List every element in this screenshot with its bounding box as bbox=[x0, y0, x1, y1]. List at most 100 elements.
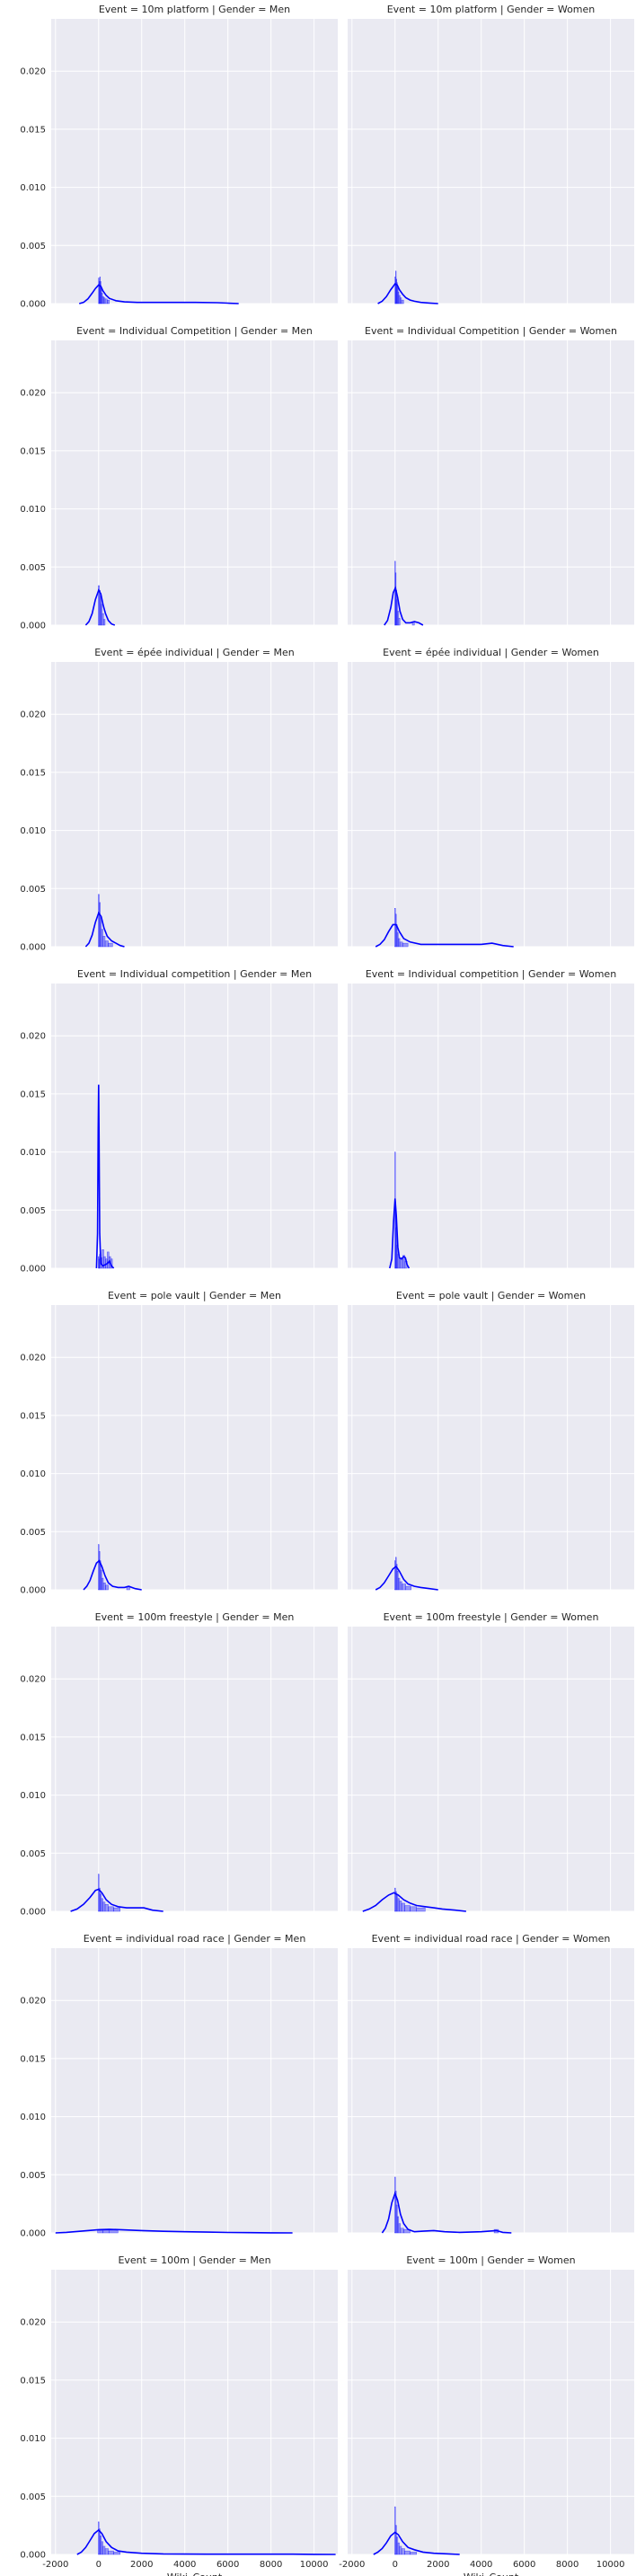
panel-background bbox=[348, 340, 634, 625]
kde-line bbox=[95, 1084, 115, 1269]
x-tick-label: 6000 bbox=[216, 2560, 239, 2570]
facet-panel: Event = individual road race | Gender = … bbox=[20, 1933, 338, 2239]
facet-panel: Event = 10m platform | Gender = Men 0.000… bbox=[20, 4, 338, 310]
kde-line bbox=[83, 1559, 142, 1591]
y-tick-label: 0.020 bbox=[20, 1354, 46, 1363]
facet-title: Event = Individual Competition | Gender … bbox=[76, 325, 313, 337]
facet-title: Event = pole vault | Gender = Women bbox=[396, 1290, 586, 1301]
x-tick-label: 8000 bbox=[260, 2560, 282, 2570]
x-tick-label: 2000 bbox=[130, 2560, 153, 2570]
x-tick-label: 8000 bbox=[556, 2560, 579, 2570]
facet-title: Event = 100m freestyle | Gender = Women bbox=[384, 1611, 599, 1623]
x-tick-label: 10000 bbox=[596, 2560, 625, 2570]
kde-line bbox=[373, 2531, 460, 2555]
y-tick-label: 0.015 bbox=[20, 1733, 46, 1742]
hist-bar bbox=[404, 2550, 411, 2555]
panel-background bbox=[348, 1305, 634, 1590]
y-tick-label: 0.005 bbox=[20, 2492, 46, 2502]
y-tick-label: 0.010 bbox=[20, 826, 46, 836]
y-tick-label: 0.005 bbox=[20, 1849, 46, 1859]
y-tick-label: 0.000 bbox=[20, 2229, 46, 2239]
y-tick-label: 0.010 bbox=[20, 2113, 46, 2122]
hist-bar bbox=[105, 1584, 109, 1591]
hist-bar bbox=[401, 299, 404, 304]
panel-background bbox=[51, 2270, 338, 2554]
hist-bar bbox=[399, 2545, 402, 2555]
kde-line bbox=[76, 2528, 336, 2555]
y-tick-label: 0.020 bbox=[20, 1675, 46, 1685]
hist-bar bbox=[97, 2230, 103, 2234]
y-tick-label: 0.020 bbox=[20, 67, 46, 77]
x-tick-label: 2000 bbox=[427, 2560, 449, 2570]
hist-bar bbox=[402, 1584, 407, 1591]
x-tick-label: 4000 bbox=[470, 2560, 492, 2570]
y-tick-label: 0.015 bbox=[20, 1411, 46, 1421]
kde-line bbox=[55, 2228, 293, 2234]
hist-bar bbox=[108, 1906, 114, 1912]
facet-title: Event = individual road race | Gender = … bbox=[84, 1933, 306, 1945]
panel-background bbox=[348, 19, 634, 304]
x-tick-label: -2000 bbox=[42, 2560, 68, 2570]
facet-panel: Event = pole vault | Gender = Men 0.000 0.… bbox=[20, 1290, 338, 1596]
hist-bar bbox=[397, 2542, 400, 2555]
y-tick-label: 0.015 bbox=[20, 2054, 46, 2064]
y-tick-label: 0.005 bbox=[20, 885, 46, 895]
hist-bar bbox=[102, 1577, 104, 1591]
facet-title: Event = Individual competition | Gender … bbox=[77, 968, 312, 980]
facet-panel: Event = Individual competition | Gender … bbox=[20, 968, 338, 1275]
facet-panel: Event = Individual Competition | Gender … bbox=[20, 325, 338, 631]
hist-bar bbox=[398, 617, 401, 626]
facet-title: Event = 100m | Gender = Men bbox=[118, 2254, 270, 2266]
hist-bar bbox=[101, 1898, 103, 1912]
kde-line bbox=[389, 1198, 411, 1269]
hist-bar bbox=[102, 1582, 106, 1591]
panel-background bbox=[348, 2270, 634, 2554]
hist-bar bbox=[401, 2548, 405, 2555]
y-tick-label: 0.005 bbox=[20, 1528, 46, 1538]
y-tick-label: 0.010 bbox=[20, 1791, 46, 1801]
kde-line bbox=[78, 284, 239, 304]
hist-bar bbox=[103, 1256, 106, 1269]
facet-panel: Event = 10m platform | Gender = Women bbox=[348, 4, 634, 304]
y-tick-label: 0.005 bbox=[20, 2171, 46, 2181]
hist-bar bbox=[109, 2230, 119, 2234]
kde-line bbox=[375, 923, 514, 948]
facet-panel: Event = 100m freestyle | Gender = Women bbox=[348, 1611, 634, 1912]
y-tick-label: 0.005 bbox=[20, 242, 46, 251]
hist-bar bbox=[398, 2223, 402, 2234]
y-tick-label: 0.000 bbox=[20, 300, 46, 310]
y-tick-label: 0.000 bbox=[20, 1586, 46, 1596]
kde-line bbox=[384, 586, 424, 626]
hist-bar bbox=[113, 1907, 121, 1912]
hist-bar bbox=[410, 1906, 418, 1912]
x-tick-label: 10000 bbox=[300, 2560, 329, 2570]
facet-panel: Event = 100m | Gender = Women -2000 0 2000 4… bbox=[339, 2254, 634, 2576]
hist-bar bbox=[102, 1901, 106, 1912]
panel-background bbox=[51, 662, 338, 947]
facet-panel: Event = Individual Competition | Gender … bbox=[348, 325, 634, 626]
facet-panel: Event = épée individual | Gender = Men 0.… bbox=[20, 647, 338, 953]
hist-bar bbox=[108, 942, 113, 948]
facet-panel: Event = 100m | Gender = Men 0.000 0.005 0.0… bbox=[20, 2254, 338, 2576]
facet-panel: Event = Individual competition | Gender … bbox=[348, 968, 634, 1269]
panel-background bbox=[51, 1948, 338, 2233]
panel-background bbox=[348, 984, 634, 1268]
hist-bar bbox=[398, 1577, 401, 1591]
hist-bar bbox=[104, 1903, 109, 1912]
hist-bar bbox=[102, 2230, 110, 2234]
facet-panel: Event = 100m freestyle | Gender = Men 0.0… bbox=[20, 1611, 338, 1918]
hist-bar bbox=[405, 1585, 412, 1591]
kde-line bbox=[377, 282, 438, 304]
y-tick-label: 0.005 bbox=[20, 563, 46, 573]
hist-bar bbox=[101, 2541, 103, 2555]
y-tick-label: 0.015 bbox=[20, 125, 46, 135]
x-tick-label: 6000 bbox=[513, 2560, 535, 2570]
x-tick-label: 0 bbox=[96, 2560, 102, 2570]
y-tick-label: 0.020 bbox=[20, 710, 46, 720]
x-tick-label: -2000 bbox=[339, 2560, 365, 2570]
y-tick-label: 0.020 bbox=[20, 2318, 46, 2328]
x-axis-label: Wiki_Count bbox=[464, 2572, 519, 2576]
y-tick-label: 0.010 bbox=[20, 1469, 46, 1479]
panel-background bbox=[51, 19, 338, 304]
